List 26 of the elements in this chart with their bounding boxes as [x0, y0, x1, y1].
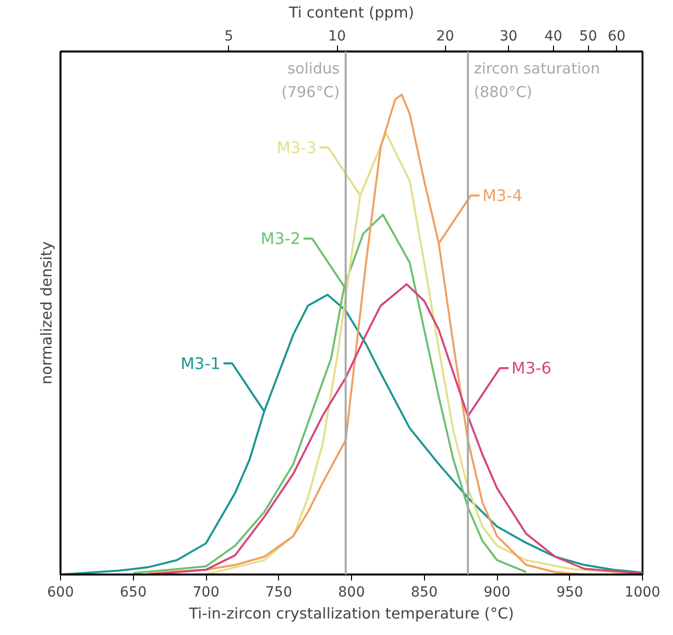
ref-line-label: zircon saturation (880°C) — [474, 60, 600, 101]
x-tick-label: 900 — [484, 584, 510, 600]
x-axis-title: Ti-in-zircon crystallization temperature (°C) — [188, 604, 514, 622]
x-tick-label: 600 — [47, 584, 74, 600]
x-tick-label: 650 — [120, 584, 147, 600]
x-tick-label: 1000 — [624, 584, 660, 600]
x-tick-label: 750 — [265, 584, 292, 600]
x-tick-label: 850 — [410, 584, 438, 600]
text: M3-3 — [276, 138, 317, 157]
text: M3-4 — [482, 186, 522, 205]
text: M3-2 — [260, 229, 301, 248]
x2-axis-title: Ti content (ppm) — [288, 4, 414, 22]
x2-tick-label: 50 — [579, 28, 598, 44]
text: M3-1 — [180, 354, 221, 373]
ref-line-label: solidus (796°C) — [281, 60, 340, 101]
x2-tick-label: 30 — [500, 28, 518, 44]
x2-tick-label: 40 — [544, 28, 562, 44]
x-tick-label: 800 — [338, 584, 365, 600]
y-axis-title: normalized density — [38, 241, 56, 385]
x-tick-label: 950 — [556, 584, 584, 600]
text: M3-6 — [512, 358, 552, 378]
x2-tick-label: 60 — [608, 28, 626, 44]
x2-tick-label: 10 — [328, 28, 346, 44]
x2-tick-label: 5 — [224, 28, 234, 44]
x2-tick-label: 20 — [436, 28, 454, 44]
x-tick-label: 700 — [192, 584, 220, 600]
